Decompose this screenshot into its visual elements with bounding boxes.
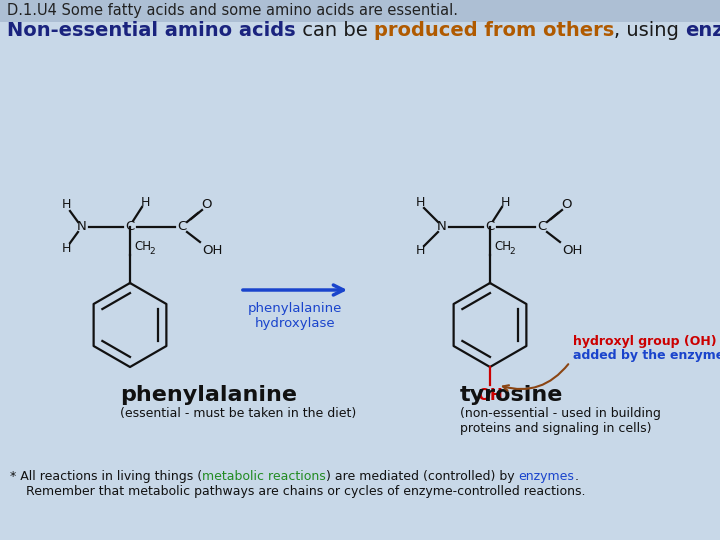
Text: metabolic reactions: metabolic reactions: [202, 470, 326, 483]
Text: C: C: [177, 220, 186, 233]
Text: enzymes*: enzymes*: [685, 21, 720, 40]
Text: 2: 2: [149, 247, 155, 256]
Text: added by the enzyme: added by the enzyme: [573, 348, 720, 361]
Text: (essential - must be taken in the diet): (essential - must be taken in the diet): [120, 407, 356, 420]
Text: H: H: [61, 242, 71, 255]
Text: C: C: [485, 220, 495, 233]
Text: N: N: [77, 220, 87, 233]
Text: phenylalanine
hydroxylase: phenylalanine hydroxylase: [248, 302, 342, 330]
Text: OH: OH: [562, 244, 582, 256]
Text: CH: CH: [494, 240, 511, 253]
Text: .: .: [575, 470, 578, 483]
Text: * All reactions in living things (: * All reactions in living things (: [10, 470, 202, 483]
Text: H: H: [61, 199, 71, 212]
Text: enzymes: enzymes: [518, 470, 575, 483]
Text: OH: OH: [477, 388, 503, 402]
FancyBboxPatch shape: [0, 0, 720, 22]
Text: C: C: [537, 220, 546, 233]
Text: can be: can be: [296, 21, 374, 40]
Text: 2: 2: [509, 247, 515, 256]
Text: OH: OH: [202, 244, 222, 256]
Text: produced from others: produced from others: [374, 21, 614, 40]
Text: D.1.U4 Some fatty acids and some amino acids are essential.: D.1.U4 Some fatty acids and some amino a…: [7, 3, 458, 18]
Text: H: H: [140, 195, 150, 208]
Text: Non-essential amino acids: Non-essential amino acids: [7, 21, 296, 40]
Text: ) are mediated (controlled) by: ) are mediated (controlled) by: [326, 470, 518, 483]
Text: O: O: [561, 199, 571, 212]
Text: , using: , using: [614, 21, 685, 40]
Text: H: H: [415, 197, 425, 210]
Text: H: H: [500, 195, 510, 208]
Text: H: H: [415, 245, 425, 258]
Text: tyrosine: tyrosine: [460, 385, 563, 405]
Text: Remember that metabolic pathways are chains or cycles of enzyme-controlled react: Remember that metabolic pathways are cha…: [26, 485, 585, 498]
Text: CH: CH: [134, 240, 151, 253]
Text: hydroxyl group (OH): hydroxyl group (OH): [573, 334, 716, 348]
Text: C: C: [125, 220, 135, 233]
Text: N: N: [437, 220, 447, 233]
Text: phenylalanine: phenylalanine: [120, 385, 297, 405]
Text: (non-essential - used in building
proteins and signaling in cells): (non-essential - used in building protei…: [460, 407, 661, 435]
Text: O: O: [201, 199, 211, 212]
